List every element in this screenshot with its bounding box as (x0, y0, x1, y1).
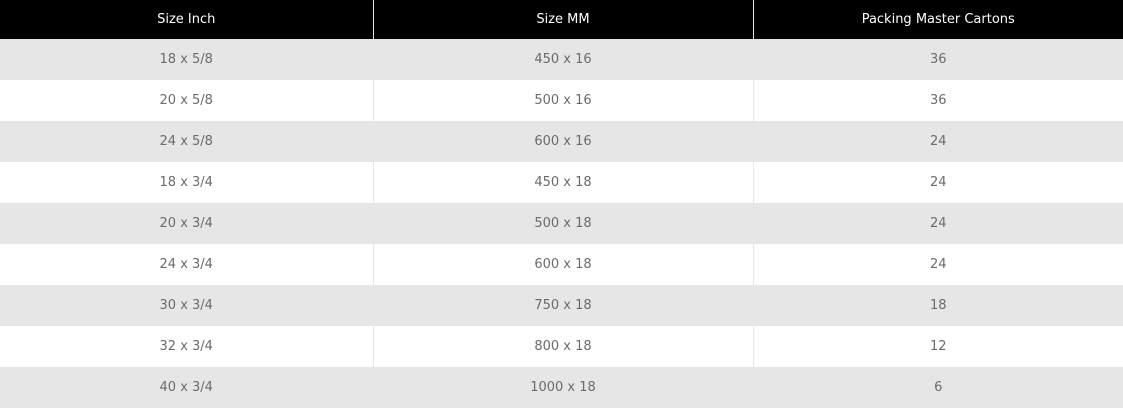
cell-size-inch: 40 x 3/4 (0, 367, 373, 408)
table-row: 20 x 3/4 500 x 18 24 (0, 203, 1123, 244)
cell-packing-cartons: 12 (752, 326, 1123, 367)
cell-packing-cartons: 36 (752, 80, 1123, 121)
cell-size-inch: 18 x 5/8 (0, 39, 373, 80)
cell-size-mm: 600 x 16 (372, 121, 753, 162)
cell-size-mm: 450 x 16 (372, 39, 753, 80)
table-header-row: Size Inch Size MM Packing Master Cartons (0, 0, 1123, 39)
table-row: 40 x 3/4 1000 x 18 6 (0, 367, 1123, 408)
cell-packing-cartons: 24 (752, 244, 1123, 285)
cell-packing-cartons: 24 (752, 162, 1123, 203)
cell-size-inch: 20 x 5/8 (0, 80, 373, 121)
cell-size-mm: 1000 x 18 (372, 367, 753, 408)
cell-size-inch: 18 x 3/4 (0, 162, 373, 203)
table-row: 20 x 5/8 500 x 16 36 (0, 80, 1123, 121)
cell-size-inch: 32 x 3/4 (0, 326, 373, 367)
table-row: 24 x 3/4 600 x 18 24 (0, 244, 1123, 285)
cell-packing-cartons: 24 (752, 121, 1123, 162)
cell-size-mm: 600 x 18 (372, 244, 753, 285)
header-size-inch: Size Inch (0, 0, 373, 39)
header-packing-master-cartons: Packing Master Cartons (752, 0, 1123, 39)
cell-size-inch: 24 x 5/8 (0, 121, 373, 162)
header-size-mm: Size MM (372, 0, 753, 39)
table-row: 30 x 3/4 750 x 18 18 (0, 285, 1123, 326)
cell-packing-cartons: 6 (752, 367, 1123, 408)
cell-size-mm: 500 x 18 (372, 203, 753, 244)
cell-packing-cartons: 24 (752, 203, 1123, 244)
cell-size-inch: 20 x 3/4 (0, 203, 373, 244)
table-row: 32 x 3/4 800 x 18 12 (0, 326, 1123, 367)
cell-size-mm: 450 x 18 (372, 162, 753, 203)
cell-size-mm: 800 x 18 (372, 326, 753, 367)
cell-size-mm: 500 x 16 (372, 80, 753, 121)
cell-size-inch: 30 x 3/4 (0, 285, 373, 326)
table-row: 18 x 3/4 450 x 18 24 (0, 162, 1123, 203)
cell-packing-cartons: 18 (752, 285, 1123, 326)
table-row: 18 x 5/8 450 x 16 36 (0, 39, 1123, 80)
cell-size-inch: 24 x 3/4 (0, 244, 373, 285)
table-row: 24 x 5/8 600 x 16 24 (0, 121, 1123, 162)
cell-size-mm: 750 x 18 (372, 285, 753, 326)
cell-packing-cartons: 36 (752, 39, 1123, 80)
